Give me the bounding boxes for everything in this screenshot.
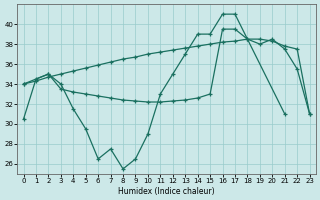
X-axis label: Humidex (Indice chaleur): Humidex (Indice chaleur) [118, 187, 215, 196]
